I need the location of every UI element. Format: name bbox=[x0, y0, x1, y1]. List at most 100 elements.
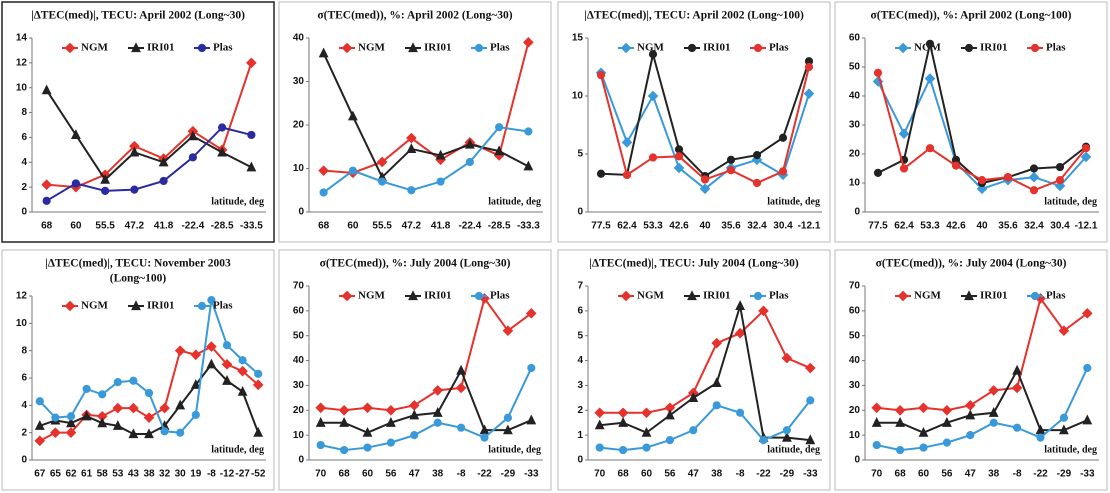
marker bbox=[341, 290, 353, 302]
x-tick-label: -33 bbox=[524, 469, 539, 480]
series-line bbox=[320, 296, 532, 412]
series-line bbox=[46, 126, 252, 202]
x-tick-label: -12.1 bbox=[1075, 221, 1098, 232]
marker bbox=[919, 443, 928, 452]
y-tick-label: 50 bbox=[293, 330, 305, 341]
series-line bbox=[876, 296, 1088, 412]
marker bbox=[316, 440, 325, 450]
marker bbox=[1083, 363, 1092, 373]
marker bbox=[34, 420, 45, 430]
marker bbox=[758, 305, 769, 317]
x-tick-label: 41.8 bbox=[431, 221, 451, 232]
y-tick-label: 20 bbox=[849, 405, 861, 416]
y-tick-label: 40 bbox=[293, 355, 305, 366]
x-tick-label: 70 bbox=[594, 469, 606, 480]
y-tick-label: 0 bbox=[577, 455, 583, 466]
marker bbox=[525, 308, 537, 319]
x-tick-label: 35.6 bbox=[998, 221, 1018, 232]
y-tick-label: 4 bbox=[21, 400, 27, 411]
y-tick-label: 0 bbox=[298, 455, 304, 466]
legend-label: Plas bbox=[769, 290, 789, 302]
marker bbox=[804, 362, 816, 374]
marker bbox=[238, 356, 247, 365]
x-tick-label: -27 bbox=[235, 469, 250, 480]
y-tick-label: 6 bbox=[21, 132, 27, 143]
marker bbox=[664, 409, 675, 420]
panel-border bbox=[1, 249, 275, 491]
marker bbox=[689, 426, 698, 435]
marker bbox=[159, 176, 168, 186]
series-line bbox=[323, 42, 530, 174]
marker bbox=[621, 137, 633, 148]
marker bbox=[897, 290, 909, 302]
y-tick-label: 20 bbox=[293, 120, 305, 131]
marker bbox=[951, 161, 961, 170]
y-tick-label: 7 bbox=[577, 281, 583, 292]
x-tick-label: 30.4 bbox=[1050, 221, 1070, 232]
legend-label: NGM bbox=[358, 42, 386, 54]
legend-label: IRI01 bbox=[424, 42, 452, 54]
x-tick-label: 60 bbox=[70, 221, 82, 232]
y-tick-label: 0 bbox=[577, 207, 583, 218]
chart-title: |ΔTEC(med)|, TECU: July 2004 (Long~30) bbox=[589, 258, 799, 270]
x-tick-label: 42.6 bbox=[669, 221, 689, 232]
marker bbox=[618, 416, 629, 427]
x-tick-label: 62.4 bbox=[894, 221, 914, 232]
marker bbox=[197, 301, 207, 311]
marker bbox=[778, 133, 788, 142]
chart-title: |ΔTEC(med)|, TECU: April 2002 (Long~30) bbox=[31, 10, 245, 22]
marker bbox=[218, 123, 227, 132]
x-tick-label: 68 bbox=[895, 469, 907, 480]
marker bbox=[206, 358, 217, 369]
x-tick-label: 35.6 bbox=[721, 221, 741, 232]
legend-label: NGM bbox=[914, 42, 942, 54]
marker bbox=[989, 418, 998, 427]
marker bbox=[254, 369, 263, 379]
marker bbox=[144, 428, 154, 439]
marker bbox=[66, 417, 76, 428]
x-tick-label: 19 bbox=[190, 469, 202, 480]
chart-title: σ(TEC(med)), %: July 2004 (Long~30) bbox=[876, 258, 1067, 270]
marker bbox=[34, 435, 46, 447]
y-tick-label: 30 bbox=[849, 380, 861, 391]
legend-label: Plas bbox=[490, 42, 510, 54]
legend-label: IRI01 bbox=[147, 42, 175, 54]
y-tick-label: 50 bbox=[849, 62, 861, 73]
y-tick-label: 5 bbox=[577, 149, 583, 160]
marker bbox=[64, 42, 76, 54]
marker bbox=[41, 179, 52, 190]
marker bbox=[527, 363, 536, 373]
marker bbox=[895, 416, 906, 427]
x-tick-label: 68 bbox=[318, 221, 330, 232]
series-line bbox=[45, 89, 252, 182]
marker bbox=[70, 129, 81, 140]
marker bbox=[128, 428, 139, 439]
x-tick-label: -22 bbox=[1033, 469, 1048, 480]
marker bbox=[175, 399, 186, 410]
marker bbox=[362, 426, 373, 437]
y-tick-label: 2 bbox=[577, 405, 583, 416]
marker bbox=[1058, 325, 1070, 337]
panel-border bbox=[557, 1, 831, 243]
legend-label: IRI01 bbox=[424, 290, 452, 302]
marker bbox=[1059, 413, 1068, 422]
marker bbox=[410, 431, 419, 440]
series-line bbox=[320, 367, 533, 452]
chart-panel: σ(TEC(med)), %: July 2004 (Long~30) 0 10 20… bbox=[278, 249, 552, 491]
marker bbox=[594, 407, 606, 419]
legend-label: IRI01 bbox=[703, 290, 731, 302]
marker bbox=[494, 145, 505, 156]
marker bbox=[1082, 414, 1093, 425]
marker bbox=[753, 43, 763, 53]
marker bbox=[596, 169, 606, 178]
series-line bbox=[876, 367, 1089, 452]
marker bbox=[726, 155, 736, 164]
y-tick-label: 60 bbox=[293, 305, 305, 316]
axis-annotation: latitude, deg bbox=[211, 444, 264, 455]
x-tick-label: 55.5 bbox=[95, 221, 115, 232]
x-tick-label: 60 bbox=[641, 469, 653, 480]
x-tick-label: -12 bbox=[220, 469, 235, 480]
marker bbox=[925, 144, 935, 153]
legend-label: NGM bbox=[81, 300, 109, 312]
y-tick-label: 30 bbox=[293, 380, 305, 391]
